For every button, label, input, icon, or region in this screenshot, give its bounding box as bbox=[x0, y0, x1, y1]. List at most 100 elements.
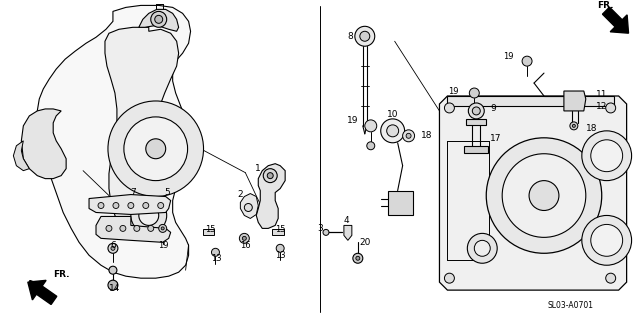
Circle shape bbox=[474, 240, 490, 256]
Text: 15: 15 bbox=[275, 225, 285, 234]
Text: FR.: FR. bbox=[53, 270, 70, 279]
Circle shape bbox=[148, 225, 154, 231]
Text: 7: 7 bbox=[130, 188, 136, 197]
Polygon shape bbox=[28, 280, 57, 304]
Circle shape bbox=[472, 107, 480, 115]
Text: 2: 2 bbox=[237, 190, 243, 199]
Circle shape bbox=[591, 224, 623, 256]
Circle shape bbox=[139, 205, 159, 225]
Circle shape bbox=[276, 244, 284, 252]
Circle shape bbox=[582, 216, 632, 265]
Circle shape bbox=[268, 173, 273, 178]
Circle shape bbox=[486, 138, 602, 253]
Circle shape bbox=[151, 11, 166, 27]
Text: 12: 12 bbox=[596, 102, 607, 112]
Text: 5: 5 bbox=[164, 188, 170, 197]
Polygon shape bbox=[105, 27, 179, 238]
Circle shape bbox=[406, 133, 411, 138]
Circle shape bbox=[355, 26, 375, 46]
Text: 11: 11 bbox=[596, 89, 607, 99]
Polygon shape bbox=[89, 195, 171, 215]
Polygon shape bbox=[241, 194, 259, 218]
Text: 13: 13 bbox=[275, 251, 285, 260]
Polygon shape bbox=[13, 141, 29, 171]
Polygon shape bbox=[139, 10, 179, 31]
Polygon shape bbox=[447, 96, 614, 106]
Polygon shape bbox=[96, 217, 171, 242]
Text: FR.: FR. bbox=[596, 1, 613, 10]
Polygon shape bbox=[388, 191, 413, 216]
Circle shape bbox=[143, 203, 148, 209]
Circle shape bbox=[591, 140, 623, 171]
Text: 3: 3 bbox=[317, 224, 323, 233]
Circle shape bbox=[106, 225, 112, 231]
Text: 9: 9 bbox=[490, 104, 496, 113]
Circle shape bbox=[468, 103, 484, 119]
Circle shape bbox=[159, 224, 166, 232]
Circle shape bbox=[467, 233, 497, 263]
Polygon shape bbox=[272, 230, 284, 235]
Circle shape bbox=[469, 88, 479, 98]
Circle shape bbox=[444, 103, 454, 113]
Circle shape bbox=[605, 103, 616, 113]
Circle shape bbox=[502, 154, 586, 237]
Polygon shape bbox=[256, 164, 285, 229]
Circle shape bbox=[113, 203, 119, 209]
Circle shape bbox=[109, 266, 117, 274]
Circle shape bbox=[128, 203, 134, 209]
Circle shape bbox=[570, 122, 578, 130]
Circle shape bbox=[244, 204, 252, 211]
Circle shape bbox=[403, 130, 415, 142]
Text: 17: 17 bbox=[490, 134, 502, 143]
Circle shape bbox=[155, 15, 163, 23]
Text: 6: 6 bbox=[110, 241, 116, 250]
Circle shape bbox=[146, 139, 166, 159]
Polygon shape bbox=[202, 230, 214, 235]
Text: 19: 19 bbox=[159, 241, 169, 250]
Circle shape bbox=[157, 203, 164, 209]
Text: 10: 10 bbox=[387, 110, 399, 120]
Polygon shape bbox=[21, 109, 66, 178]
Text: 19: 19 bbox=[348, 116, 359, 126]
Circle shape bbox=[605, 273, 616, 283]
Text: 16: 16 bbox=[240, 241, 251, 250]
Circle shape bbox=[387, 125, 399, 137]
Circle shape bbox=[360, 31, 370, 41]
Circle shape bbox=[120, 225, 126, 231]
Circle shape bbox=[108, 101, 204, 197]
Circle shape bbox=[161, 227, 164, 230]
Circle shape bbox=[529, 181, 559, 210]
Circle shape bbox=[356, 256, 360, 260]
Circle shape bbox=[124, 117, 188, 181]
Polygon shape bbox=[37, 5, 191, 278]
Circle shape bbox=[353, 253, 363, 263]
Circle shape bbox=[522, 56, 532, 66]
Text: 20: 20 bbox=[360, 238, 371, 247]
Circle shape bbox=[98, 203, 104, 209]
Circle shape bbox=[323, 230, 329, 235]
Circle shape bbox=[239, 233, 250, 243]
Circle shape bbox=[108, 280, 118, 290]
Polygon shape bbox=[467, 119, 486, 125]
Text: SL03-A0701: SL03-A0701 bbox=[548, 301, 594, 310]
Circle shape bbox=[243, 236, 246, 240]
Text: 19: 19 bbox=[448, 87, 458, 95]
Text: 15: 15 bbox=[205, 225, 216, 234]
Circle shape bbox=[108, 243, 118, 253]
Circle shape bbox=[134, 225, 140, 231]
Circle shape bbox=[365, 120, 377, 132]
Text: 18: 18 bbox=[420, 131, 432, 140]
Circle shape bbox=[367, 142, 375, 150]
Text: 13: 13 bbox=[211, 254, 222, 263]
Circle shape bbox=[211, 248, 220, 256]
Text: 14: 14 bbox=[109, 284, 120, 293]
Circle shape bbox=[582, 131, 632, 181]
Polygon shape bbox=[602, 7, 628, 33]
Circle shape bbox=[263, 169, 277, 183]
Text: 18: 18 bbox=[586, 124, 597, 133]
Circle shape bbox=[111, 246, 115, 250]
Text: 8: 8 bbox=[347, 32, 353, 41]
Polygon shape bbox=[440, 96, 627, 290]
Circle shape bbox=[572, 124, 575, 127]
Text: 4: 4 bbox=[343, 216, 349, 225]
